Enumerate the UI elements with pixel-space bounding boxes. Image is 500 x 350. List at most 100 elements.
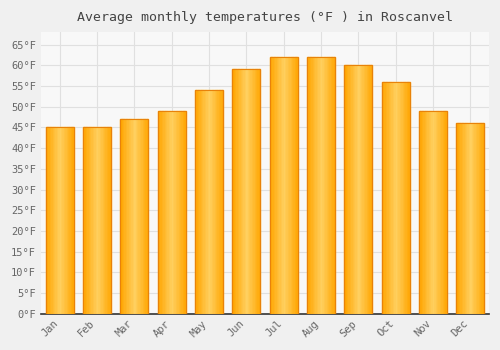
Bar xyxy=(325,57,326,314)
Bar xyxy=(136,119,137,314)
Bar xyxy=(322,57,324,314)
Bar xyxy=(220,90,222,314)
Bar xyxy=(384,82,386,314)
Bar xyxy=(199,90,200,314)
Bar xyxy=(382,82,409,314)
Bar xyxy=(387,82,388,314)
Bar xyxy=(104,127,106,314)
Bar xyxy=(184,111,186,314)
Bar xyxy=(284,57,285,314)
Bar xyxy=(396,82,397,314)
Bar xyxy=(419,111,447,314)
Bar xyxy=(290,57,292,314)
Bar xyxy=(477,123,478,314)
Bar xyxy=(232,70,234,314)
Bar xyxy=(122,119,123,314)
Bar xyxy=(56,127,57,314)
Bar xyxy=(383,82,384,314)
Bar xyxy=(169,111,170,314)
Bar xyxy=(357,65,358,314)
Bar xyxy=(195,90,223,314)
Bar xyxy=(354,65,356,314)
Bar xyxy=(147,119,148,314)
Bar xyxy=(100,127,101,314)
Bar xyxy=(57,127,58,314)
Bar xyxy=(394,82,396,314)
Bar xyxy=(200,90,202,314)
Bar xyxy=(174,111,176,314)
Bar xyxy=(446,111,447,314)
Bar xyxy=(66,127,68,314)
Bar xyxy=(382,82,409,314)
Bar xyxy=(182,111,183,314)
Bar xyxy=(294,57,295,314)
Bar xyxy=(195,90,223,314)
Bar xyxy=(170,111,172,314)
Bar xyxy=(460,123,462,314)
Bar xyxy=(124,119,126,314)
Bar xyxy=(90,127,92,314)
Bar xyxy=(364,65,365,314)
Bar xyxy=(370,65,371,314)
Bar xyxy=(295,57,296,314)
Bar xyxy=(163,111,164,314)
Bar xyxy=(473,123,474,314)
Bar xyxy=(274,57,275,314)
Bar xyxy=(68,127,70,314)
Bar xyxy=(256,70,258,314)
Bar xyxy=(432,111,433,314)
Bar xyxy=(97,127,98,314)
Bar xyxy=(162,111,163,314)
Bar xyxy=(176,111,177,314)
Bar xyxy=(138,119,140,314)
Bar xyxy=(254,70,256,314)
Bar xyxy=(218,90,220,314)
Bar xyxy=(419,111,447,314)
Bar xyxy=(146,119,147,314)
Bar xyxy=(159,111,160,314)
Bar xyxy=(126,119,128,314)
Bar xyxy=(240,70,242,314)
Bar xyxy=(422,111,423,314)
Bar xyxy=(172,111,173,314)
Bar xyxy=(407,82,408,314)
Bar xyxy=(466,123,468,314)
Bar xyxy=(423,111,424,314)
Bar xyxy=(476,123,477,314)
Bar xyxy=(278,57,280,314)
Bar xyxy=(92,127,93,314)
Bar xyxy=(246,70,248,314)
Bar xyxy=(456,123,484,314)
Bar xyxy=(296,57,298,314)
Bar xyxy=(47,127,48,314)
Bar xyxy=(286,57,288,314)
Bar xyxy=(236,70,238,314)
Bar xyxy=(330,57,332,314)
Bar xyxy=(46,127,47,314)
Bar xyxy=(98,127,100,314)
Bar xyxy=(84,127,86,314)
Bar xyxy=(397,82,398,314)
Bar xyxy=(93,127,94,314)
Bar xyxy=(137,119,138,314)
Bar xyxy=(390,82,392,314)
Bar xyxy=(456,123,458,314)
Bar xyxy=(347,65,348,314)
Bar xyxy=(289,57,290,314)
Bar xyxy=(324,57,325,314)
Bar xyxy=(270,57,271,314)
Bar xyxy=(321,57,322,314)
Bar xyxy=(334,57,335,314)
Bar xyxy=(307,57,308,314)
Bar xyxy=(250,70,252,314)
Bar xyxy=(259,70,260,314)
Bar xyxy=(180,111,182,314)
Bar xyxy=(210,90,212,314)
Bar xyxy=(392,82,393,314)
Bar xyxy=(140,119,141,314)
Bar xyxy=(235,70,236,314)
Bar xyxy=(168,111,169,314)
Bar xyxy=(144,119,146,314)
Bar xyxy=(270,57,297,314)
Bar xyxy=(158,111,186,314)
